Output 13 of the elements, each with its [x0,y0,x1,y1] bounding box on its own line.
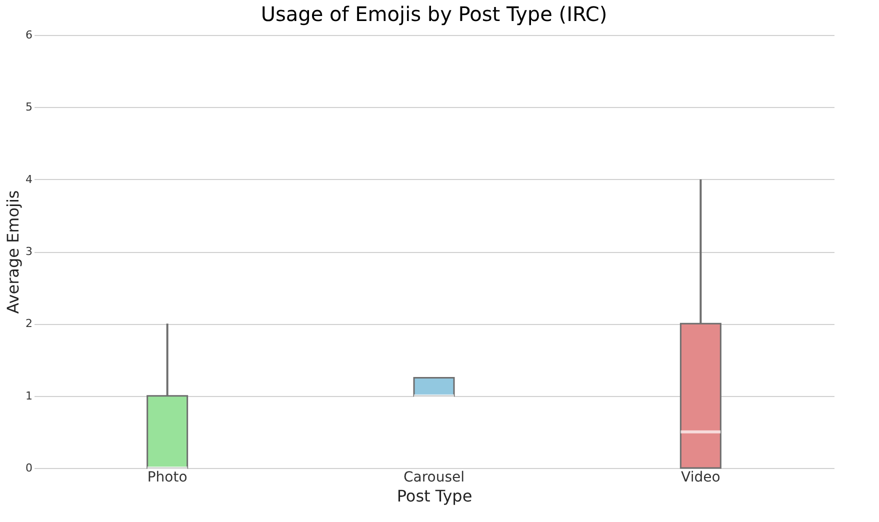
y-tick-label: 5 [26,100,32,114]
y-tick-label: 2 [26,317,32,330]
x-tick-label: Photo [147,470,188,486]
x-axis-title: Post Type [396,486,472,506]
x-tick-label: Carousel [403,470,465,486]
y-tick-label: 1 [26,389,32,402]
y-tick-label: 4 [26,172,32,186]
y-tick-label: 6 [26,28,32,42]
x-tick-label: Video [681,470,720,486]
chart-title: Usage of Emojis by Post Type (IRC) [260,2,608,26]
y-axis-title: Average Emojis [4,190,22,314]
y-tick-label: 3 [26,245,32,258]
y-tick-label: 0 [26,462,32,474]
